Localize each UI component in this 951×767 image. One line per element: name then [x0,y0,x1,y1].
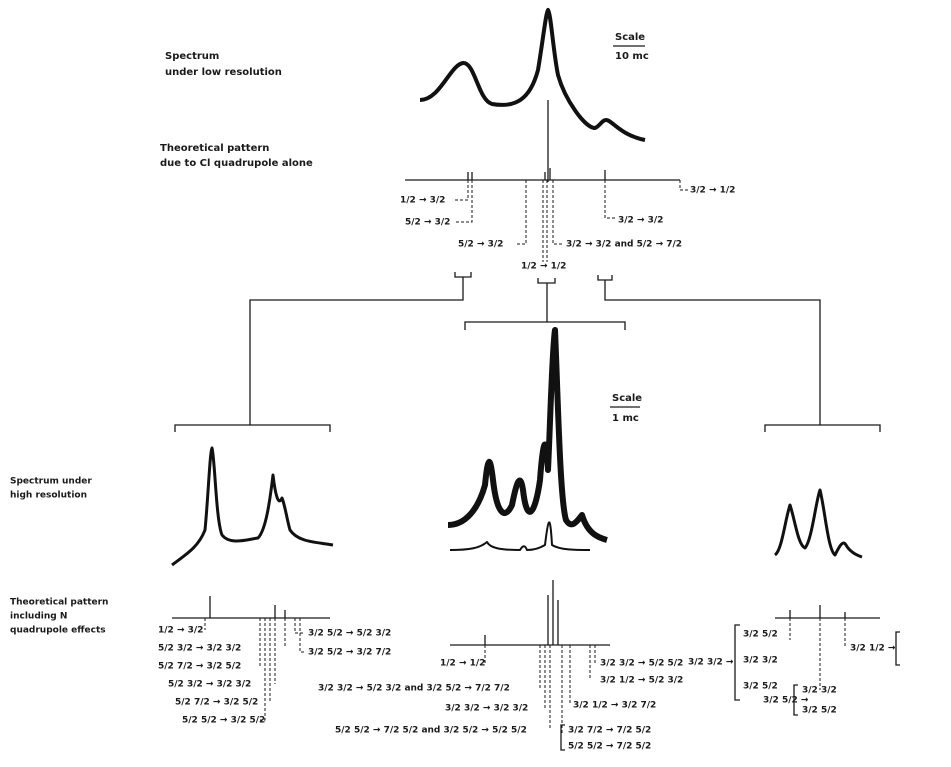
transition: 5/2 → 3/2 [458,240,503,250]
sticks [467,168,606,180]
transition: 3/2 3/2 [802,686,837,696]
transition: 3/2 3/2 → 5/2 3/2 and 3/2 5/2 → 7/2 7/2 [318,684,510,694]
transition: 1/2 → 1/2 [521,262,566,272]
transition: 5/2 7/2 → 3/2 5/2 [175,698,258,708]
scale: Scale [612,393,642,404]
spectrum-left [171,446,334,567]
transition: 3/2 → 3/2 [618,216,663,226]
spectrum-middle-2 [449,521,591,551]
spectrum-right [773,488,863,559]
transition: 5/2 5/2 → 7/2 5/2 [568,742,651,752]
label: including N [10,612,67,622]
transition: 5/2 3/2 → 3/2 3/2 [158,644,241,654]
label: high resolution [10,491,87,501]
transition: 5/2 5/2 → 7/2 5/2 and 3/2 5/2 → 5/2 5/2 [335,726,527,736]
transition: 3/2 5/2 → [763,696,809,706]
scale: 10 mc [615,51,649,62]
brackets [174,272,881,432]
transition: 3/2 5/2 [743,630,778,640]
transition: 5/2 3/2 → 3/2 3/2 [168,680,251,690]
scale: 1 mc [612,413,639,424]
dashes [455,180,688,262]
transition: 3/2 1/2 → [850,644,896,654]
transition: 5/2 5/2 → 3/2 5/2 [182,716,265,726]
label: under low resolution [165,67,282,78]
scale: Scale [615,32,645,43]
transition: 3/2 1/2 → 3/2 7/2 [573,701,656,711]
transition: 5/2 → 3/2 [405,218,450,228]
transition: 3/2 7/2 → 7/2 5/2 [568,726,651,736]
transition: 3/2 5/2 → 3/2 7/2 [308,648,391,658]
transition: 3/2 3/2 → 5/2 5/2 [600,659,683,669]
label: Theoretical pattern [10,598,108,608]
transition: 5/2 7/2 → 3/2 5/2 [158,662,241,672]
dashes [204,618,900,751]
transition: 3/2 1/2 → 5/2 3/2 [600,676,683,686]
label: due to Cl quadrupole alone [160,158,313,169]
transition: 1/2 → 3/2 [400,196,445,206]
axes [172,580,880,646]
label: Theoretical pattern [160,143,269,154]
transition: 1/2 → 1/2 [440,659,485,669]
label: quadrupole effects [10,626,106,636]
transition: 3/2 3/2 → 3/2 3/2 [445,704,528,714]
transition: 1/2 → 3/2 [158,626,203,636]
transition: 3/2 3/2 [743,656,778,666]
low-res-spectrum [419,8,646,142]
transition: 3/2 3/2 → [688,658,734,668]
transition: 3/2 5/2 [802,706,837,716]
transition: 3/2 5/2 [743,682,778,692]
transition: 3/2 → 1/2 [690,186,735,196]
transition: 3/2 → 3/2 and 5/2 → 7/2 [566,240,682,250]
label: Spectrum under [10,477,92,487]
label: Spectrum [165,51,219,62]
spectrum-middle [447,327,608,543]
transition: 3/2 5/2 → 5/2 3/2 [308,629,391,639]
